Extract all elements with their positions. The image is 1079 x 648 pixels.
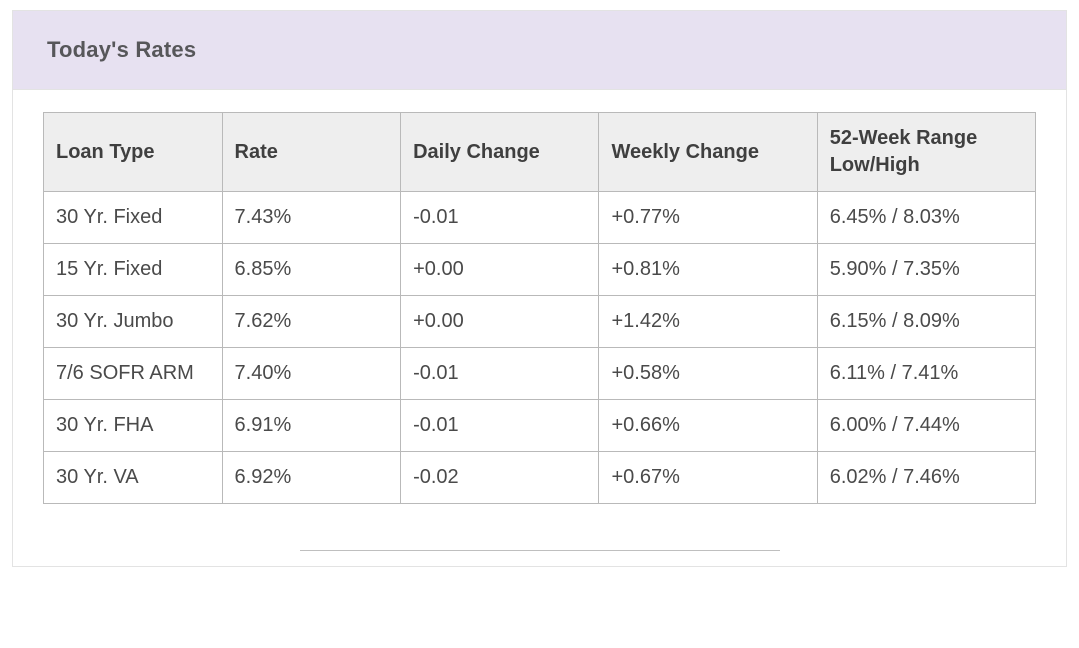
cell-rate: 7.43% [222,192,401,244]
cell-daily-change: +0.00 [401,296,599,348]
cell-52wk-range: 5.90% / 7.35% [817,244,1035,296]
cell-rate: 6.85% [222,244,401,296]
cell-rate: 7.40% [222,348,401,400]
cell-52wk-range: 6.00% / 7.44% [817,400,1035,452]
col-daily-change: Daily Change [401,113,599,192]
cell-rate: 6.91% [222,400,401,452]
table-header-row: Loan Type Rate Daily Change Weekly Chang… [44,113,1036,192]
cell-daily-change: -0.01 [401,348,599,400]
table-row: 7/6 SOFR ARM 7.40% -0.01 +0.58% 6.11% / … [44,348,1036,400]
table-row: 30 Yr. Jumbo 7.62% +0.00 +1.42% 6.15% / … [44,296,1036,348]
cell-daily-change: -0.02 [401,452,599,504]
table-row: 30 Yr. FHA 6.91% -0.01 +0.66% 6.00% / 7.… [44,400,1036,452]
cell-weekly-change: +0.77% [599,192,817,244]
section-divider [300,550,780,551]
cell-daily-change: -0.01 [401,400,599,452]
cell-loan-type: 15 Yr. Fixed [44,244,223,296]
col-loan-type: Loan Type [44,113,223,192]
cell-weekly-change: +0.67% [599,452,817,504]
cell-rate: 7.62% [222,296,401,348]
cell-daily-change: +0.00 [401,244,599,296]
rates-table: Loan Type Rate Daily Change Weekly Chang… [43,112,1036,504]
cell-rate: 6.92% [222,452,401,504]
col-weekly-change: Weekly Change [599,113,817,192]
cell-52wk-range: 6.45% / 8.03% [817,192,1035,244]
cell-52wk-range: 6.11% / 7.41% [817,348,1035,400]
cell-loan-type: 30 Yr. Jumbo [44,296,223,348]
cell-loan-type: 30 Yr. Fixed [44,192,223,244]
table-row: 15 Yr. Fixed 6.85% +0.00 +0.81% 5.90% / … [44,244,1036,296]
divider-wrap [13,504,1066,566]
page-title: Today's Rates [47,37,1032,63]
cell-loan-type: 30 Yr. VA [44,452,223,504]
title-bar: Today's Rates [13,11,1066,90]
cell-loan-type: 7/6 SOFR ARM [44,348,223,400]
rates-table-wrap: Loan Type Rate Daily Change Weekly Chang… [13,90,1066,504]
cell-52wk-range: 6.15% / 8.09% [817,296,1035,348]
cell-52wk-range: 6.02% / 7.46% [817,452,1035,504]
cell-weekly-change: +0.58% [599,348,817,400]
col-rate: Rate [222,113,401,192]
cell-loan-type: 30 Yr. FHA [44,400,223,452]
table-row: 30 Yr. Fixed 7.43% -0.01 +0.77% 6.45% / … [44,192,1036,244]
cell-weekly-change: +0.81% [599,244,817,296]
cell-weekly-change: +0.66% [599,400,817,452]
cell-weekly-change: +1.42% [599,296,817,348]
table-row: 30 Yr. VA 6.92% -0.02 +0.67% 6.02% / 7.4… [44,452,1036,504]
col-52wk-range: 52-Week Range Low/High [817,113,1035,192]
cell-daily-change: -0.01 [401,192,599,244]
rates-panel: Today's Rates Loan Type Rate Daily Chang… [12,10,1067,567]
